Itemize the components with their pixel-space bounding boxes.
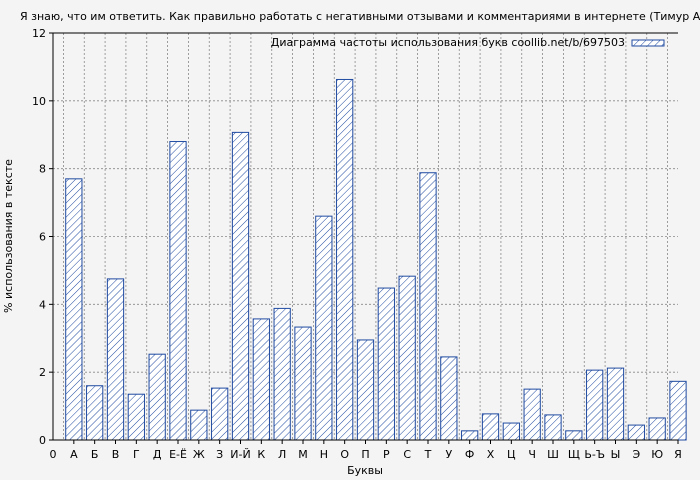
x-tick-label: Ш xyxy=(547,448,559,461)
x-tick-label: Н xyxy=(320,448,328,461)
legend: Диаграмма частоты использования букв coo… xyxy=(271,36,665,49)
x-tick-label: У xyxy=(445,448,452,461)
bar xyxy=(398,275,416,441)
bar xyxy=(606,367,625,441)
x-tick-label: О xyxy=(340,448,349,461)
chart-title: Я знаю, что им ответить. Как правильно р… xyxy=(20,10,700,23)
bar xyxy=(336,78,354,441)
bar xyxy=(627,424,645,441)
x-tick-label: Ц xyxy=(507,448,516,461)
x-tick-label: Р xyxy=(383,448,390,461)
x-axis-label: Буквы xyxy=(347,464,383,477)
bar xyxy=(169,141,187,441)
x-tick-label: И-Й xyxy=(230,448,250,461)
x-tick-label: Щ xyxy=(568,448,580,461)
x-tick-label: Т xyxy=(424,448,432,461)
bar xyxy=(148,353,166,441)
bar xyxy=(481,413,500,441)
bar xyxy=(648,417,666,441)
bar xyxy=(190,409,208,441)
x-tick-label: Ф xyxy=(465,448,474,461)
bar xyxy=(440,356,458,441)
y-tick-label: 12 xyxy=(32,27,46,40)
legend-swatch xyxy=(631,39,665,47)
y-axis-label: % использования в тексте xyxy=(2,159,15,313)
bar xyxy=(586,369,604,441)
x-tick-label: 0 xyxy=(50,448,57,461)
bar xyxy=(231,131,250,441)
y-tick-label: 6 xyxy=(39,231,46,244)
x-tick-label: Э xyxy=(632,448,640,461)
axes xyxy=(49,32,679,444)
x-tick-label: Е-Ё xyxy=(169,448,187,461)
x-tick-label: Д xyxy=(153,448,162,461)
grid xyxy=(53,33,678,440)
x-tick-label: Ю xyxy=(651,448,663,461)
bar xyxy=(294,326,312,441)
bar xyxy=(565,430,583,441)
x-tick-label: Б xyxy=(91,448,99,461)
bar xyxy=(523,388,541,441)
x-tick-label: Ы xyxy=(611,448,621,461)
x-tick-label: Ж xyxy=(193,448,205,461)
bar xyxy=(127,393,145,441)
bar xyxy=(461,430,479,441)
x-tick-label: К xyxy=(257,448,265,461)
bar xyxy=(106,278,125,441)
bar xyxy=(273,307,291,441)
bar xyxy=(65,178,83,441)
bar xyxy=(419,172,437,441)
y-tick-label: 8 xyxy=(39,163,46,176)
x-tick-label: Л xyxy=(278,448,286,461)
x-tick-label: М xyxy=(298,448,308,461)
x-tick-label: С xyxy=(403,448,411,461)
bar xyxy=(315,215,333,441)
bar xyxy=(356,339,375,441)
x-tick-label: Ч xyxy=(528,448,536,461)
y-tick-label: 0 xyxy=(39,434,46,447)
y-tick-label: 2 xyxy=(39,366,46,379)
bar xyxy=(86,385,104,441)
x-tick-label: П xyxy=(361,448,369,461)
bar xyxy=(502,422,520,441)
bar xyxy=(211,387,229,441)
bar xyxy=(669,380,687,441)
x-tick-label: В xyxy=(112,448,120,461)
bar xyxy=(377,287,395,441)
x-tick-label: Х xyxy=(487,448,495,461)
x-tick-label: Ь-Ъ xyxy=(584,448,605,461)
x-tick-label: З xyxy=(216,448,223,461)
x-tick-label: Г xyxy=(133,448,140,461)
legend-label: Диаграмма частоты использования букв coo… xyxy=(271,36,625,49)
y-tick-label: 4 xyxy=(39,298,46,311)
x-tick-label: Я xyxy=(674,448,682,461)
bar xyxy=(252,318,270,441)
x-tick-label: А xyxy=(70,448,78,461)
bar xyxy=(544,414,562,441)
y-tick-label: 10 xyxy=(32,95,46,108)
